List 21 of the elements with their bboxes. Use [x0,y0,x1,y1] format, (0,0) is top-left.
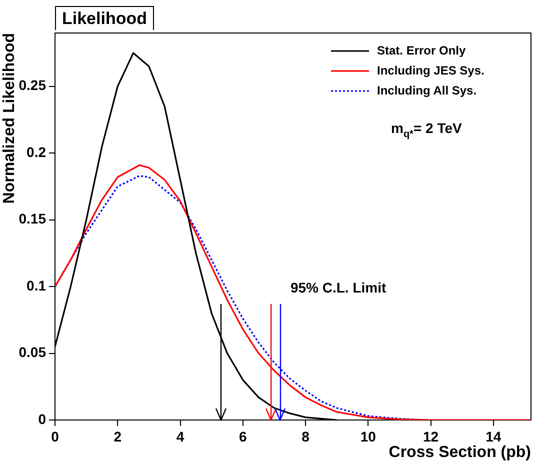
x-tick-label: 8 [302,428,310,444]
y-tick-label: 0.05 [18,344,46,360]
x-axis-title: Cross Section (pb) [388,444,531,461]
y-tick-label: 0.25 [18,77,46,94]
legend-label: Including All Sys. [377,83,477,98]
y-tick-label: 0.15 [18,210,46,227]
y-tick-label: 0.1 [26,277,46,294]
x-tick-label: 12 [423,428,439,444]
x-tick-label: 4 [176,428,184,444]
y-tick-label: 0.2 [26,144,46,160]
x-tick-label: 6 [238,428,247,444]
legend-label: Stat. Error Only [377,43,466,58]
x-tick-label: 14 [486,428,502,444]
x-tick-label: 0 [51,428,60,444]
annotation: 95% C.L. Limit [290,279,386,296]
y-axis-title: Normalized Likelihood [1,33,18,204]
legend-label: Including JES Sys. [377,63,484,78]
chart-title: Likelihood [55,6,154,30]
y-tick-label: 0 [38,410,46,427]
x-tick-label: 2 [114,428,122,444]
x-tick-label: 10 [360,428,376,444]
